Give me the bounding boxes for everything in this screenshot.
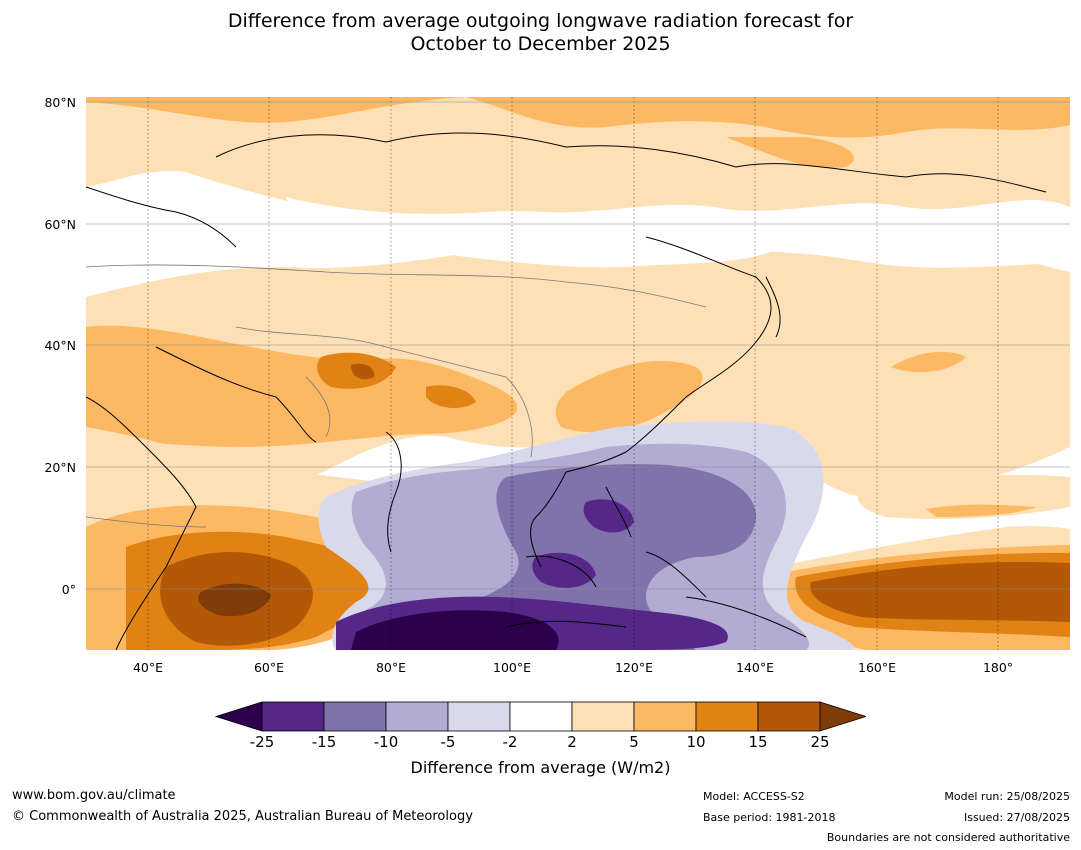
colorbar-tick: 5: [629, 733, 639, 751]
colorbar-label: Difference from average (W/m2): [410, 758, 671, 777]
orange-pacific-north: [891, 351, 966, 373]
lon-label-40e: 40°E: [132, 660, 164, 675]
orange-china: [555, 361, 703, 433]
borders: [86, 264, 707, 528]
dark-orange-east-siberia: [726, 137, 854, 168]
colorbar-tick: -15: [311, 733, 337, 751]
footer-url[interactable]: www.bom.gov.au/climate: [12, 788, 176, 803]
white-patch-pacific: [786, 227, 1070, 272]
colorbar-tick: 10: [686, 733, 706, 751]
lat-label-40n: 40°N: [44, 338, 76, 353]
dark-purple-philippines: [583, 499, 634, 533]
colorbar-cell: [385, 701, 449, 732]
colorbar-tick: 25: [810, 733, 830, 751]
darker-orange-pacific-eq: [810, 561, 1070, 622]
lat-label-60n: 60°N: [44, 217, 76, 232]
lon-label-180: 180°: [982, 660, 1014, 675]
coastlines: [86, 132, 1047, 650]
lon-label-160e: 160°E: [857, 660, 897, 675]
lon-label-60e: 60°E: [253, 660, 285, 675]
colorbar-cell: [323, 701, 387, 732]
colorbar-extend-min: [214, 701, 263, 732]
colorbar-cell: [447, 701, 511, 732]
footer-copyright: © Commonwealth of Australia 2025, Austra…: [12, 809, 473, 824]
colorbar-tick: 15: [748, 733, 768, 751]
colorbar-cell: [757, 701, 821, 732]
darkest-indian: [198, 583, 271, 617]
footer-model-run: Model run: 25/08/2025: [944, 790, 1070, 803]
dark-orange-himalaya: [426, 385, 476, 409]
lon-label-100e: 100°E: [492, 660, 532, 675]
lat-label-20n: 20°N: [44, 460, 76, 475]
title-line-1: Difference from average outgoing longwav…: [227, 10, 854, 32]
colorbar-cell: [695, 701, 759, 732]
orange-middle-east: [86, 325, 518, 447]
dark-orange-arctic: [86, 97, 1070, 138]
colorbar-extend-max: [819, 701, 866, 732]
colorbar-cell: [509, 701, 573, 732]
white-patch-siberia: [286, 197, 786, 268]
footer-model: Model: ACCESS-S2: [703, 790, 805, 803]
colorbar-tick: -5: [440, 733, 456, 751]
white-patch-west: [86, 211, 206, 277]
darkest-tibet: [351, 363, 375, 380]
footer-disclaimer: Boundaries are not considered authoritat…: [826, 831, 1070, 844]
colorbar-cell: [571, 701, 635, 732]
footer-issued: Issued: 27/08/2025: [963, 811, 1070, 824]
lon-label-80e: 80°E: [375, 660, 407, 675]
lon-label-120e: 120°E: [614, 660, 654, 675]
lat-label-equator: 0°: [61, 582, 76, 597]
map-title: Difference from average outgoing longwav…: [0, 10, 1081, 56]
dark-purple-borneo: [532, 552, 596, 588]
colorbar-tick: 2: [567, 733, 577, 751]
lon-label-140e: 140°E: [735, 660, 775, 675]
colorbar-tick: -2: [502, 733, 518, 751]
colorbar-cell: [261, 701, 325, 732]
darkest-purple-indian-ocean: [351, 610, 559, 650]
colorbar-cell: [633, 701, 697, 732]
footer-base-period: Base period: 1981-2018: [703, 811, 836, 824]
colorbar: [214, 701, 866, 732]
colorbar-tick: -25: [249, 733, 275, 751]
lat-label-80n: 80°N: [44, 95, 76, 110]
title-line-2: October to December 2025: [410, 33, 671, 55]
anomaly-map: [86, 97, 1070, 650]
colorbar-tick: -10: [373, 733, 399, 751]
orange-pacific-band: [926, 504, 1036, 517]
